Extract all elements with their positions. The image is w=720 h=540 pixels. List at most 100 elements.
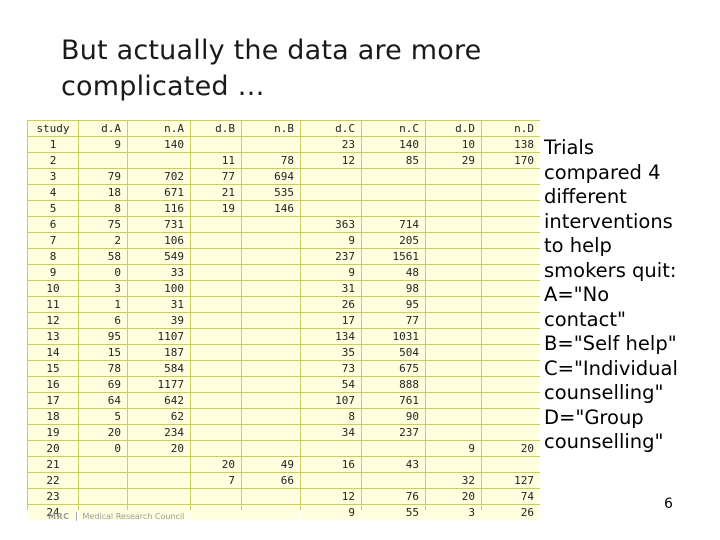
table-cell: 69 [79, 377, 127, 392]
table-cell [128, 457, 190, 472]
column-header: n.C [362, 121, 425, 136]
column-header: study [28, 121, 78, 136]
table-cell: 9 [301, 265, 361, 280]
table-cell: 73 [301, 361, 361, 376]
description-line: B="Self help" [544, 332, 677, 355]
study-cell: 2 [28, 153, 78, 168]
table-cell: 3 [426, 505, 481, 520]
table-cell [482, 457, 540, 472]
table-row: 2 11 78 12 85 29 170 [28, 153, 540, 168]
table-cell [191, 361, 241, 376]
table-cell: 134 [301, 329, 361, 344]
table-cell: 8 [79, 201, 127, 216]
page-number: 6 [664, 496, 673, 512]
table-cell [426, 409, 481, 424]
table-cell: 1 [79, 297, 127, 312]
study-cell: 23 [28, 489, 78, 504]
table-cell: 90 [362, 409, 425, 424]
table-cell [426, 265, 481, 280]
table-cell: 9 [301, 505, 361, 520]
table-cell: 31 [301, 281, 361, 296]
table-cell: 237 [362, 425, 425, 440]
table-row: 10 3 100 31 98 [28, 281, 540, 296]
table-cell: 20 [128, 441, 190, 456]
table-cell: 187 [128, 345, 190, 360]
table-cell [426, 201, 481, 216]
column-header: n.D [482, 121, 540, 136]
description-line: different [544, 185, 627, 208]
table-cell: 2 [79, 233, 127, 248]
table-cell [191, 505, 241, 520]
table-cell [426, 281, 481, 296]
table-cell: 8 [301, 409, 361, 424]
table-cell [482, 361, 540, 376]
study-cell: 9 [28, 265, 78, 280]
table-cell [482, 281, 540, 296]
table-cell: 12 [301, 489, 361, 504]
study-cell: 5 [28, 201, 78, 216]
table-cell: 1561 [362, 249, 425, 264]
table-cell: 20 [482, 441, 540, 456]
table-cell: 363 [301, 217, 361, 232]
description-line: counselling" [544, 381, 664, 404]
slide-title: But actually the data are more complicat… [61, 33, 521, 105]
table-row: 16 69 1177 54 888 [28, 377, 540, 392]
table-cell: 6 [79, 313, 127, 328]
column-header: d.A [79, 121, 127, 136]
table-cell: 1107 [128, 329, 190, 344]
table-cell: 7 [191, 473, 241, 488]
table-cell: 35 [301, 345, 361, 360]
description-line: D="Group [544, 405, 644, 429]
study-cell: 10 [28, 281, 78, 296]
study-cell: 14 [28, 345, 78, 360]
study-cell: 4 [28, 185, 78, 200]
table-cell [362, 441, 425, 456]
table-cell [301, 185, 361, 200]
table-cell [191, 265, 241, 280]
study-cell: 19 [28, 425, 78, 440]
table-cell [242, 393, 300, 408]
table-cell [426, 249, 481, 264]
study-cell: 8 [28, 249, 78, 264]
table-cell [482, 409, 540, 424]
table-cell [79, 153, 127, 168]
title-line-1: But actually the data are more [61, 35, 482, 66]
description-line: smokers quit: [544, 258, 677, 282]
table-cell: 106 [128, 233, 190, 248]
table-cell: 0 [79, 265, 127, 280]
table-cell [191, 281, 241, 296]
table-cell [426, 233, 481, 248]
table-cell: 49 [242, 457, 300, 472]
table-cell [482, 169, 540, 184]
description-line: compared 4 [544, 160, 661, 184]
table-row: 14 15 187 35 504 [28, 345, 540, 360]
table-cell: 1177 [128, 377, 190, 392]
study-cell: 7 [28, 233, 78, 248]
table-cell [242, 377, 300, 392]
table-cell: 1031 [362, 329, 425, 344]
table-cell: 237 [301, 249, 361, 264]
table-cell: 0 [79, 441, 127, 456]
table-cell [426, 313, 481, 328]
table-cell [79, 473, 127, 488]
table-cell: 731 [128, 217, 190, 232]
table-cell [79, 489, 127, 504]
table-cell [242, 297, 300, 312]
table-cell: 48 [362, 265, 425, 280]
study-cell: 6 [28, 217, 78, 232]
table-row: 4 18 671 21 535 [28, 185, 540, 200]
table-cell: 535 [242, 185, 300, 200]
table-cell [242, 505, 300, 520]
table-cell [242, 489, 300, 504]
table-cell: 32 [426, 473, 481, 488]
table-cell: 20 [191, 457, 241, 472]
table-cell: 9 [79, 137, 127, 152]
table-cell: 20 [79, 425, 127, 440]
study-cell: 12 [28, 313, 78, 328]
title-line-2: complicated … [61, 71, 265, 102]
table-cell [191, 217, 241, 232]
description-line: Trials [544, 136, 595, 159]
table-cell: 26 [301, 297, 361, 312]
table-cell: 714 [362, 217, 425, 232]
table-cell [242, 281, 300, 296]
